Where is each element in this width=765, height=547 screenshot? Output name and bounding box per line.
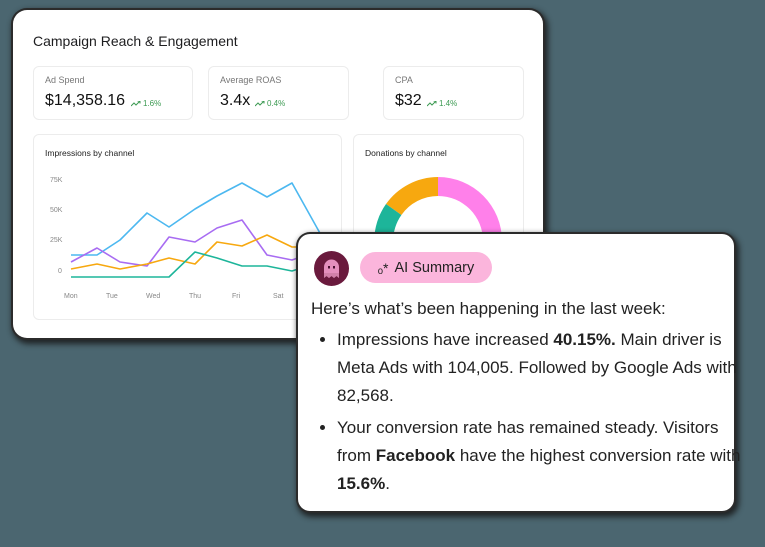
- bullet-text: .: [385, 474, 390, 493]
- stat-delta-value: 1.4%: [439, 99, 458, 108]
- bullet-highlight: Facebook: [375, 446, 456, 465]
- trend-up-icon: [131, 100, 141, 106]
- bullet-text: have the highest conversion rate with: [455, 446, 741, 465]
- donations-chart-title: Donations by channel: [365, 148, 447, 158]
- stat-card-ad-spend[interactable]: Ad Spend $14,358.16 1.6%: [33, 66, 193, 120]
- bullet-text: Your conversion rate has remained steady…: [337, 418, 719, 465]
- stat-card-average-roas[interactable]: Average ROAS 3.4x 0.4%: [208, 66, 349, 120]
- stat-delta-value: 0.4%: [267, 99, 286, 108]
- y-tick: 25K: [50, 237, 63, 244]
- stat-delta: 1.4%: [427, 99, 457, 108]
- x-tick: Wed: [146, 293, 161, 300]
- x-tick: Thu: [189, 293, 202, 300]
- stat-value: $14,358.16: [45, 92, 126, 109]
- series-purple-line: [70, 219, 322, 267]
- stat-value: $32: [395, 92, 422, 109]
- summary-bullet: Impressions have increased 40.15%. Main …: [337, 326, 747, 410]
- series-blue-line: [71, 182, 322, 256]
- x-tick: Tue: [106, 293, 118, 300]
- stat-label: Average ROAS: [220, 75, 282, 85]
- trend-up-icon: [427, 100, 437, 106]
- y-tick: 75K: [50, 177, 63, 184]
- donut-segment-orange: [386, 177, 438, 215]
- stat-label: Ad Spend: [45, 75, 85, 85]
- ai-summary-label: AI Summary: [394, 259, 475, 276]
- bullet-highlight: 15.6%: [337, 474, 386, 493]
- ai-summary-card: ₒ* AI Summary Here’s what’s been happeni…: [298, 234, 740, 511]
- impressions-chart-title: Impressions by channel: [45, 148, 135, 158]
- ghost-icon: [324, 259, 339, 278]
- y-tick: 0: [58, 268, 62, 275]
- ai-summary-intro: Here’s what’s been happening in the last…: [311, 299, 666, 318]
- y-tick: 50K: [50, 207, 63, 214]
- stat-card-cpa[interactable]: CPA $32 1.4%: [383, 66, 524, 120]
- ai-summary-bullets: Impressions have increased 40.15%. Main …: [311, 326, 747, 502]
- bullet-highlight: 40.15%.: [553, 330, 616, 349]
- stat-label: CPA: [395, 75, 413, 85]
- campaign-dashboard-card: Campaign Reach & Engagement Ad Spend $14…: [13, 10, 543, 338]
- ai-summary-badge[interactable]: ₒ* AI Summary: [360, 252, 492, 283]
- series-teal-line: [71, 251, 322, 278]
- summary-bullet: Your conversion rate has remained steady…: [337, 414, 747, 498]
- stat-value: 3.4x: [220, 92, 251, 109]
- bullet-text: Main driver is Meta Ads with 104,005. Fo…: [337, 330, 737, 405]
- trend-up-icon: [255, 100, 265, 106]
- stat-delta-value: 1.6%: [143, 99, 162, 108]
- series-orange-line: [70, 234, 321, 270]
- stat-delta: 0.4%: [255, 99, 285, 108]
- x-tick: Sat: [273, 293, 284, 300]
- bullet-text: Impressions have increased: [337, 330, 554, 349]
- dashboard-title: Campaign Reach & Engagement: [33, 33, 238, 49]
- ghost-avatar: [314, 251, 349, 286]
- x-tick: Fri: [232, 293, 241, 300]
- x-tick: Mon: [64, 293, 78, 300]
- sparkle-icon: ₒ*: [377, 259, 389, 276]
- stat-delta: 1.6%: [131, 99, 161, 108]
- impressions-chart-panel: Impressions by channel 75K 50K 25K 0 Mon…: [33, 134, 342, 320]
- impressions-line-chart: [70, 182, 322, 278]
